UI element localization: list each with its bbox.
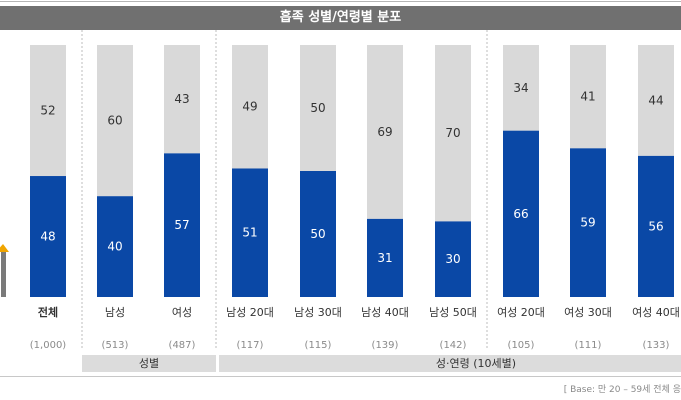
arrow-shaft bbox=[1, 252, 6, 297]
value-label-top-4: 49 bbox=[242, 100, 257, 114]
group-label-2: 성·연령 (10세별) bbox=[436, 357, 516, 370]
base-label-3: (487) bbox=[169, 340, 196, 351]
group-label-1: 성별 bbox=[139, 357, 159, 370]
category-label-6: 남성 40대 bbox=[361, 306, 409, 319]
value-label-bottom-4: 51 bbox=[242, 226, 257, 240]
bar-top-6 bbox=[367, 45, 403, 219]
value-label-bottom-9: 59 bbox=[580, 216, 595, 230]
decoration bbox=[0, 244, 9, 297]
stacked-bar-chart: 52 48 전체 (1,000) 60 40 남성 (513) 43 57 여성 (487) 49 51 남… bbox=[0, 30, 681, 372]
group-band-2 bbox=[219, 355, 681, 372]
value-label-top-10: 44 bbox=[648, 93, 663, 107]
bar-bottom-3 bbox=[164, 153, 200, 297]
bar-bottom-5 bbox=[300, 171, 336, 297]
value-label-top-9: 41 bbox=[580, 90, 595, 104]
base-label-9: (111) bbox=[575, 340, 602, 351]
value-label-top-6: 69 bbox=[377, 125, 392, 139]
bar-top-4 bbox=[232, 45, 268, 169]
base-label-4: (117) bbox=[237, 340, 264, 351]
chart-title: 흡족 성별/연령별 분포 bbox=[0, 6, 681, 30]
bar-top-5 bbox=[300, 45, 336, 171]
base-label-10: (133) bbox=[643, 340, 670, 351]
value-label-bottom-2: 40 bbox=[107, 240, 122, 254]
category-label-2: 남성 bbox=[105, 306, 125, 319]
arrow-head-icon bbox=[0, 244, 9, 252]
value-label-bottom-6: 31 bbox=[377, 251, 392, 265]
base-label-7: (142) bbox=[440, 340, 467, 351]
value-label-bottom-3: 57 bbox=[174, 218, 189, 232]
bar-bottom-7 bbox=[435, 221, 471, 297]
value-label-bottom-7: 30 bbox=[445, 252, 460, 266]
bar-bottom-9 bbox=[570, 148, 606, 297]
bar-top-10 bbox=[638, 45, 674, 156]
base-label-5: (115) bbox=[305, 340, 332, 351]
bar-bottom-6 bbox=[367, 218, 403, 297]
base-label-1: (1,000) bbox=[30, 340, 67, 351]
value-label-bottom-5: 50 bbox=[310, 227, 325, 241]
top-divider bbox=[0, 1, 681, 2]
bar-top-8 bbox=[503, 45, 539, 131]
bar-top-9 bbox=[570, 45, 606, 149]
bar-bottom-8 bbox=[503, 130, 539, 297]
group-separators bbox=[81, 30, 488, 350]
labels: 52 48 전체 (1,000) 60 40 남성 (513) 43 57 여성 (487) 49 51 남… bbox=[30, 81, 681, 372]
bar-bottom-1 bbox=[30, 176, 66, 297]
footnote: [ Base: 만 20 – 59세 전체 응 bbox=[563, 385, 681, 395]
value-label-top-2: 60 bbox=[107, 114, 122, 128]
value-label-top-3: 43 bbox=[174, 92, 189, 106]
bar-bottom-2 bbox=[97, 196, 133, 297]
group-band-1 bbox=[82, 355, 216, 372]
bars bbox=[30, 45, 674, 297]
base-label-8: (105) bbox=[508, 340, 535, 351]
category-label-5: 남성 30대 bbox=[294, 306, 342, 319]
category-label-1: 전체 bbox=[38, 305, 58, 319]
category-label-9: 여성 30대 bbox=[564, 306, 612, 319]
category-label-8: 여성 20대 bbox=[497, 306, 545, 319]
bar-top-2 bbox=[97, 45, 133, 197]
value-label-bottom-8: 66 bbox=[513, 207, 528, 221]
value-label-bottom-1: 48 bbox=[40, 230, 55, 244]
value-label-top-5: 50 bbox=[310, 101, 325, 115]
bottom-divider bbox=[0, 376, 681, 377]
category-label-10: 여성 40대 bbox=[632, 306, 680, 319]
bar-bottom-10 bbox=[638, 155, 674, 297]
bar-top-1 bbox=[30, 45, 66, 177]
base-label-2: (513) bbox=[102, 340, 129, 351]
base-label-6: (139) bbox=[372, 340, 399, 351]
category-label-4: 남성 20대 bbox=[226, 306, 274, 319]
value-label-top-1: 52 bbox=[40, 104, 55, 118]
bar-top-7 bbox=[435, 45, 471, 222]
bar-top-3 bbox=[164, 45, 200, 154]
category-label-7: 남성 50대 bbox=[429, 306, 477, 319]
value-label-top-7: 70 bbox=[445, 126, 460, 140]
category-label-3: 여성 bbox=[172, 306, 192, 319]
value-label-bottom-10: 56 bbox=[648, 219, 663, 233]
bar-bottom-4 bbox=[232, 168, 268, 297]
value-label-top-8: 34 bbox=[513, 81, 528, 95]
